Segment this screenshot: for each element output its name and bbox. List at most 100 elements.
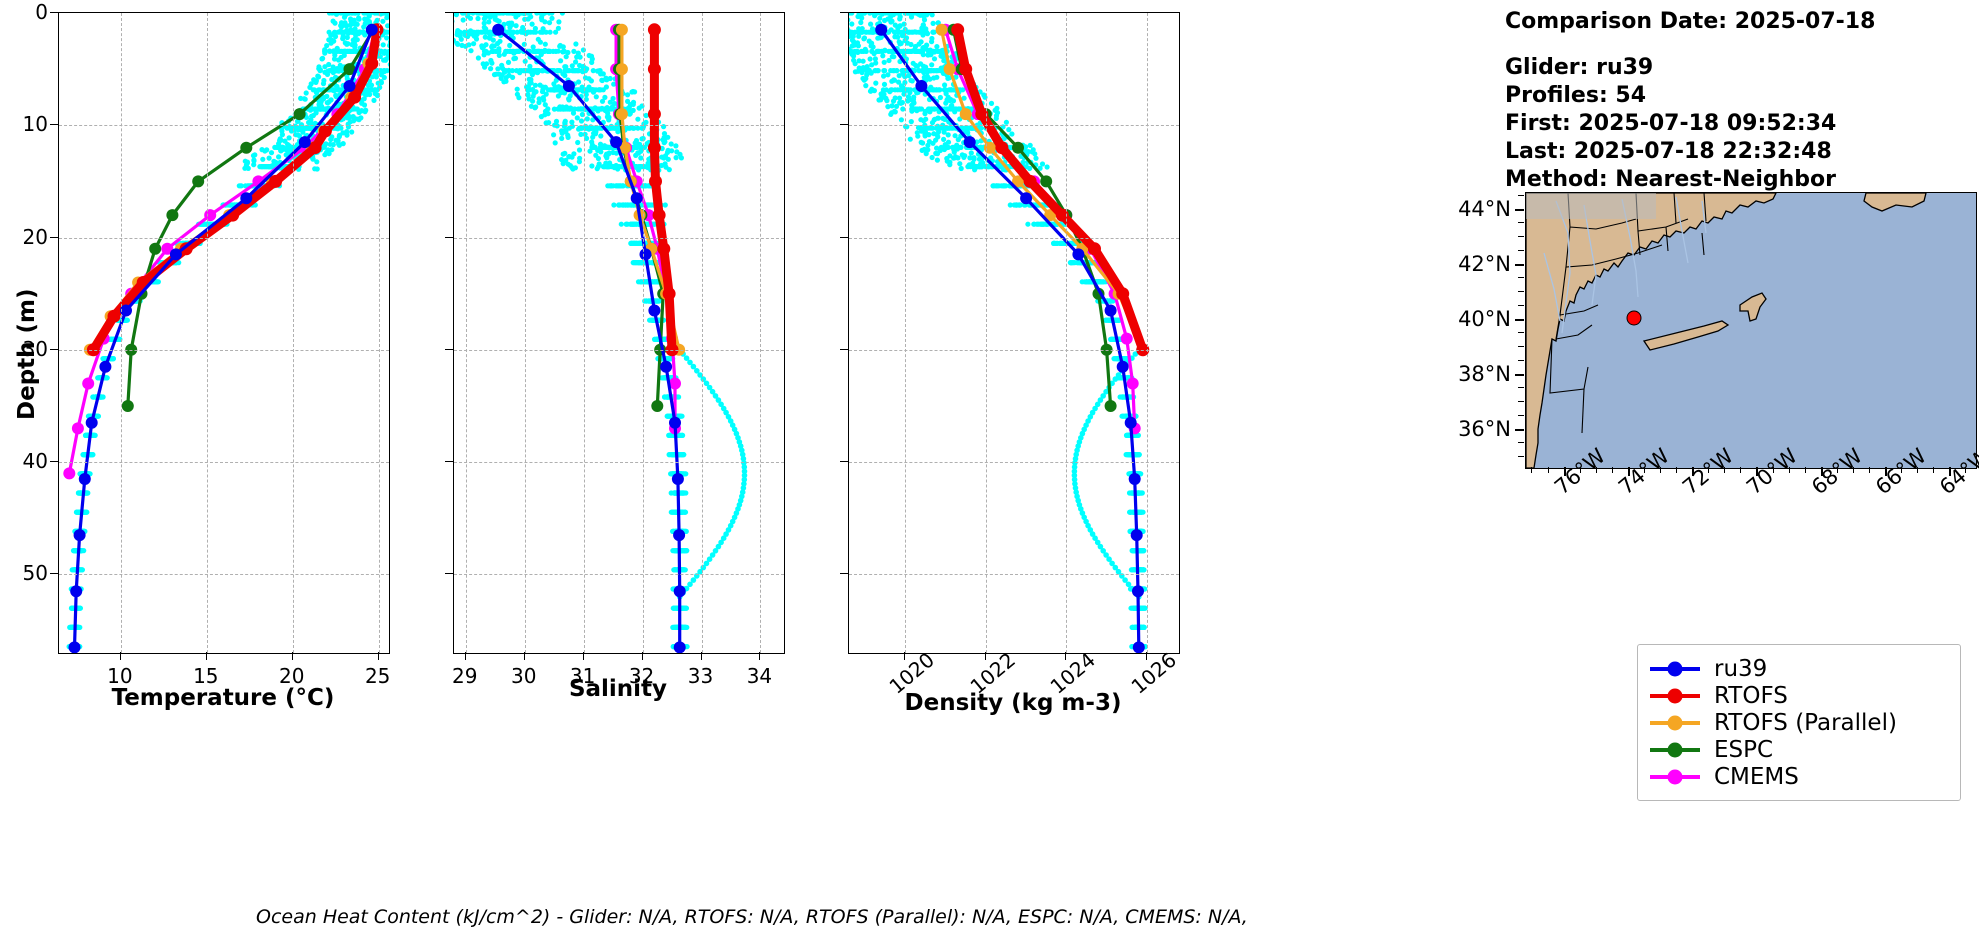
gridline-vertical bbox=[1146, 13, 1148, 653]
legend-item-rtofs[interactable]: RTOFS bbox=[1650, 682, 1944, 709]
map-lat-minor-tick bbox=[1518, 222, 1524, 224]
gridline-horizontal bbox=[454, 237, 784, 239]
gridline-horizontal bbox=[849, 125, 1179, 127]
legend-item-cmems[interactable]: CMEMS bbox=[1650, 763, 1944, 790]
map-lat-minor-tick bbox=[1518, 401, 1524, 402]
series-rtofs bbox=[647, 23, 679, 357]
legend-swatch-cmems bbox=[1650, 769, 1700, 784]
y-tick-mark bbox=[840, 461, 849, 463]
map-lat-label: 38°N bbox=[1458, 361, 1511, 386]
map-lon-minor-tick bbox=[1643, 467, 1645, 473]
y-tick-mark bbox=[50, 124, 59, 126]
gridline-horizontal bbox=[849, 349, 1179, 351]
map-plot-area[interactable] bbox=[1525, 192, 1977, 469]
x-tick-label: 33 bbox=[687, 664, 714, 688]
x-tick-mark bbox=[1145, 652, 1147, 660]
gridline-vertical bbox=[206, 13, 208, 653]
salinity-axis-label: Salinity bbox=[568, 676, 668, 702]
x-tick-label: 29 bbox=[452, 664, 478, 688]
map-lon-minor-tick bbox=[1579, 467, 1581, 473]
series-ru39 bbox=[492, 23, 686, 653]
salinity-plot-area[interactable] bbox=[453, 12, 785, 654]
legend-label-ru39: ru39 bbox=[1714, 655, 1768, 682]
map-lat-minor-tick bbox=[1518, 414, 1524, 416]
map-lon-minor-tick bbox=[1547, 467, 1549, 473]
legend-item-rtofs-parallel[interactable]: RTOFS (Parallel) bbox=[1650, 709, 1944, 736]
map-lon-minor-tick bbox=[1917, 467, 1919, 473]
map-lon-minor-tick bbox=[1611, 467, 1613, 473]
x-tick-mark bbox=[904, 652, 906, 660]
y-tick-mark bbox=[445, 12, 454, 13]
long-island-polygon bbox=[1642, 320, 1730, 351]
legend-swatch-ru39 bbox=[1650, 661, 1700, 676]
legend-label-espc: ESPC bbox=[1714, 736, 1774, 763]
x-tick-mark bbox=[641, 652, 643, 660]
map-lon-tick bbox=[1563, 467, 1566, 476]
map-lon-minor-tick bbox=[1708, 467, 1710, 473]
legend-label-rtofs-parallel: RTOFS (Parallel) bbox=[1714, 709, 1897, 736]
map-lon-minor-tick bbox=[1740, 467, 1742, 473]
x-tick-mark bbox=[582, 652, 584, 660]
y-tick-mark bbox=[840, 12, 849, 13]
map-lon-tick bbox=[1820, 467, 1823, 476]
glider-location-marker[interactable] bbox=[1626, 310, 1642, 326]
map-lon-minor-tick bbox=[1595, 467, 1597, 473]
map-lon-minor-tick bbox=[1772, 467, 1774, 473]
map-lat-minor-tick bbox=[1518, 359, 1524, 361]
land-polygon bbox=[1526, 193, 1777, 468]
density-plot-area[interactable] bbox=[848, 12, 1180, 654]
map-lat-minor-tick bbox=[1518, 277, 1524, 279]
gridline-vertical bbox=[985, 13, 987, 653]
map-lat-minor-tick bbox=[1518, 236, 1524, 237]
map-lat-tick bbox=[1515, 318, 1524, 321]
gridline-vertical bbox=[120, 13, 122, 653]
temperature-profile-svg bbox=[63, 13, 389, 653]
map-lat-minor-tick bbox=[1518, 291, 1524, 292]
metadata-block: Comparison Date: 2025-07-18 Glider: ru39… bbox=[1505, 8, 1875, 194]
legend-label-rtofs: RTOFS bbox=[1714, 682, 1788, 709]
y-tick-mark bbox=[445, 461, 454, 463]
gridline-horizontal bbox=[59, 462, 389, 464]
y-tick-mark bbox=[445, 124, 454, 126]
gridline-horizontal bbox=[59, 574, 389, 576]
legend-swatch-rtofs bbox=[1650, 688, 1700, 703]
gridline-horizontal bbox=[59, 125, 389, 127]
map-lon-minor-tick bbox=[1724, 467, 1726, 473]
last-profile-time-text: Last: 2025-07-18 22:32:48 bbox=[1505, 139, 1832, 164]
glider-name-text: Glider: ru39 bbox=[1505, 55, 1654, 80]
map-lat-tick bbox=[1515, 263, 1524, 266]
gridline-vertical bbox=[465, 13, 467, 653]
map-lat-label: 40°N bbox=[1458, 306, 1511, 331]
map-lon-minor-tick bbox=[1660, 467, 1661, 473]
x-tick-label: 20 bbox=[279, 664, 305, 688]
gridline-horizontal bbox=[454, 574, 784, 576]
map-lon-minor-tick bbox=[1965, 467, 1967, 473]
y-tick-label: 10 bbox=[22, 112, 48, 137]
map-lon-minor-tick bbox=[1852, 467, 1854, 473]
map-lon-minor-tick bbox=[1788, 467, 1790, 473]
x-tick-label: 31 bbox=[569, 664, 596, 688]
map-lat-label: 42°N bbox=[1458, 251, 1511, 276]
temperature-plot-area[interactable] bbox=[58, 12, 390, 654]
x-tick-label: 32 bbox=[628, 664, 655, 688]
legend-item-espc[interactable]: ESPC bbox=[1650, 736, 1944, 763]
x-tick-mark bbox=[291, 652, 293, 660]
cape-cod-polygon bbox=[1739, 292, 1767, 322]
gridline-horizontal bbox=[454, 125, 784, 127]
gridline-vertical bbox=[701, 13, 703, 653]
x-tick-mark bbox=[1065, 652, 1067, 660]
x-tick-mark bbox=[523, 652, 525, 660]
y-tick-label: 50 bbox=[22, 561, 48, 586]
y-tick-mark bbox=[445, 573, 454, 575]
salinity-profile-svg bbox=[454, 13, 748, 653]
legend-swatch-espc bbox=[1650, 742, 1700, 757]
y-tick-mark bbox=[50, 461, 59, 463]
temperature-axis-label: Temperature (°C) bbox=[111, 685, 335, 711]
gridline-vertical bbox=[760, 13, 762, 653]
legend-item-ru39[interactable]: ru39 bbox=[1650, 655, 1944, 682]
map-lat-tick bbox=[1515, 208, 1524, 211]
y-tick-mark bbox=[445, 348, 454, 350]
y-tick-mark bbox=[840, 348, 849, 350]
map-lat-minor-tick bbox=[1518, 304, 1524, 306]
map-lat-minor-tick bbox=[1518, 249, 1524, 251]
